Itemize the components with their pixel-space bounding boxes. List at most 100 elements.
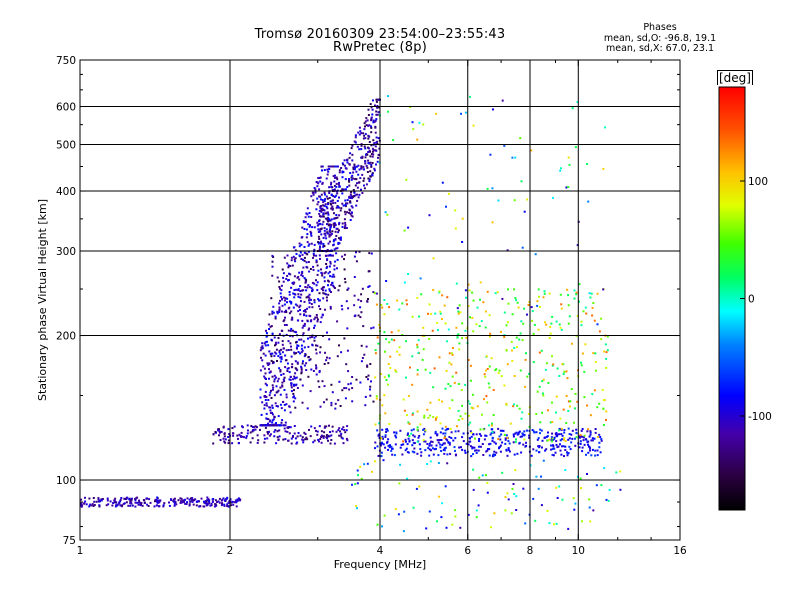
data-point <box>578 283 581 286</box>
data-point <box>113 501 116 504</box>
data-point <box>351 387 354 390</box>
data-point <box>125 501 128 504</box>
data-point <box>407 451 410 454</box>
colorbar-tick-label: 100 <box>748 176 768 188</box>
data-point <box>499 445 501 448</box>
data-point <box>375 292 378 295</box>
data-point <box>382 443 385 446</box>
data-point <box>580 364 583 367</box>
data-point <box>348 180 351 183</box>
data-point <box>309 224 311 227</box>
data-point <box>483 398 485 401</box>
data-point <box>339 434 342 437</box>
data-point <box>310 368 313 371</box>
data-point <box>329 307 332 310</box>
data-point <box>404 449 407 452</box>
data-point <box>297 293 300 296</box>
data-point <box>619 488 622 491</box>
data-point <box>542 378 545 381</box>
data-point <box>124 497 127 500</box>
data-point <box>354 134 357 137</box>
data-point <box>560 328 563 331</box>
data-point <box>357 298 360 301</box>
data-point <box>407 273 410 275</box>
data-point <box>232 434 235 437</box>
data-point <box>156 496 159 499</box>
data-point <box>405 299 408 302</box>
data-point <box>319 207 322 210</box>
data-point <box>83 502 86 505</box>
data-point <box>282 400 285 403</box>
data-point <box>276 380 279 383</box>
data-point <box>107 503 110 506</box>
data-point <box>293 296 296 299</box>
data-point <box>374 447 376 450</box>
data-point <box>454 209 457 212</box>
data-point <box>367 124 370 127</box>
data-point <box>504 496 507 498</box>
data-point <box>473 446 476 449</box>
data-point <box>470 435 473 438</box>
data-point <box>273 378 276 381</box>
data-point <box>260 356 262 359</box>
data-point <box>527 413 530 415</box>
data-point <box>91 503 94 506</box>
data-point <box>538 446 541 449</box>
data-point <box>501 99 504 102</box>
data-point <box>245 435 248 438</box>
data-point <box>222 497 225 500</box>
data-point <box>292 378 295 381</box>
data-point <box>563 429 566 431</box>
data-point <box>580 435 582 438</box>
data-point <box>273 415 276 418</box>
data-point <box>355 165 358 168</box>
data-point <box>264 344 267 347</box>
data-point <box>328 435 331 438</box>
data-point <box>539 421 542 424</box>
data-point <box>277 337 280 339</box>
data-point <box>342 442 345 445</box>
data-point <box>412 506 415 509</box>
data-point <box>345 429 348 432</box>
data-point <box>296 276 299 279</box>
data-point <box>412 412 415 415</box>
data-point <box>374 441 377 444</box>
data-point <box>373 167 376 170</box>
data-point <box>284 421 287 424</box>
data-point <box>327 362 330 365</box>
data-point <box>568 445 571 448</box>
data-point <box>326 168 329 171</box>
data-point <box>170 499 173 501</box>
data-point <box>337 399 340 402</box>
data-point <box>367 177 370 180</box>
data-point <box>565 370 568 373</box>
data-point <box>464 289 467 292</box>
data-point <box>371 172 374 175</box>
data-point <box>469 430 472 433</box>
data-point <box>192 503 195 506</box>
data-point <box>469 421 472 424</box>
data-point <box>525 441 527 444</box>
data-point <box>515 336 518 339</box>
data-point <box>310 232 312 235</box>
data-point <box>333 248 336 251</box>
data-point <box>334 223 337 226</box>
data-point <box>403 409 406 412</box>
data-point <box>370 470 373 473</box>
data-point <box>404 438 407 441</box>
data-point <box>347 307 350 310</box>
data-point <box>90 504 93 507</box>
data-point <box>367 151 370 153</box>
data-point <box>148 498 151 501</box>
data-point <box>276 310 279 313</box>
data-point <box>271 312 274 315</box>
data-point <box>322 236 325 239</box>
data-point <box>376 143 379 145</box>
data-point <box>284 438 287 441</box>
data-point <box>407 226 410 229</box>
data-point <box>352 189 355 191</box>
data-point <box>356 469 359 472</box>
data-point <box>497 372 500 375</box>
data-point <box>323 363 326 365</box>
data-point <box>341 389 344 392</box>
